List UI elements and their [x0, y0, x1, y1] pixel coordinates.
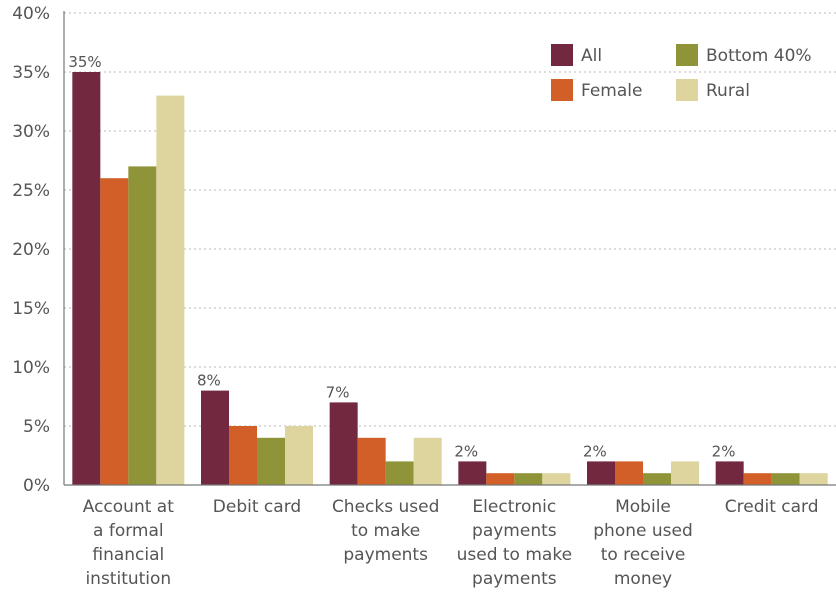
- x-category-label: Mobile phone used to receive money: [593, 497, 693, 589]
- bar: [514, 473, 543, 485]
- data-label: 7%: [326, 383, 350, 401]
- bar: [458, 461, 487, 485]
- bar: [229, 426, 257, 485]
- legend-label: Rural: [706, 81, 750, 101]
- bar: [285, 426, 313, 485]
- x-category-label-line: used to make: [457, 545, 572, 565]
- gridlines: [64, 12, 836, 427]
- y-tick-label: 5%: [23, 417, 50, 437]
- bar: [486, 473, 515, 485]
- legend-swatch: [551, 44, 573, 66]
- y-tick-label: 40%: [12, 4, 50, 24]
- bar: [715, 461, 744, 485]
- y-axis-ticks: 0% 5% 10% 15% 20% 25% 30% 35% 40%: [12, 4, 50, 496]
- bar: [771, 473, 800, 485]
- x-category-label-line: financial: [92, 545, 164, 565]
- bar: [257, 437, 285, 485]
- x-category-label-line: phone used: [593, 521, 693, 541]
- bar: [156, 95, 185, 485]
- x-category-label-line: institution: [85, 569, 171, 589]
- bar: [72, 72, 101, 485]
- legend-swatch: [676, 79, 698, 101]
- x-category-label: Electronic payments used to make payments: [457, 497, 572, 589]
- x-category-label: Checks used to make payments: [332, 497, 439, 565]
- legend: All Female Bottom 40% Rural: [551, 44, 812, 101]
- axes: [63, 11, 836, 486]
- x-axis-categories: Account at a formal financial institution De…: [83, 497, 819, 589]
- bar: [743, 473, 772, 485]
- data-label: 35%: [68, 53, 101, 71]
- x-category-label-line: a formal: [93, 521, 164, 541]
- bar: [615, 461, 643, 485]
- y-tick-label: 0%: [23, 476, 50, 496]
- legend-swatch: [676, 44, 698, 66]
- data-label: 2%: [712, 442, 736, 460]
- bar: [643, 473, 671, 485]
- legend-label: Bottom 40%: [706, 46, 812, 66]
- data-label: 8%: [197, 372, 221, 390]
- legend-label: Female: [581, 81, 642, 101]
- bar: [357, 437, 386, 485]
- legend-swatch: [551, 79, 573, 101]
- x-category-label-line: payments: [472, 521, 557, 541]
- x-category-label: Account at a formal financial institution: [83, 497, 174, 589]
- x-category-label: Debit card: [213, 497, 301, 517]
- x-category-label-line: money: [614, 569, 672, 589]
- bar: [587, 461, 615, 485]
- data-label: 2%: [583, 442, 607, 460]
- bar: [671, 461, 699, 485]
- data-labels: 35% 8% 7% 2% 2% 2%: [68, 53, 735, 460]
- y-tick-label: 10%: [12, 358, 50, 378]
- bar: [413, 437, 442, 485]
- y-tick-label: 35%: [12, 63, 50, 83]
- x-category-label-line: Debit card: [213, 497, 301, 517]
- x-category-label-line: Checks used: [332, 497, 439, 517]
- data-label: 2%: [454, 442, 478, 460]
- bar: [385, 461, 414, 485]
- legend-label: All: [581, 46, 602, 66]
- bar: [128, 166, 157, 485]
- bar: [100, 178, 129, 485]
- bar: [799, 473, 828, 485]
- y-tick-label: 30%: [12, 122, 50, 142]
- x-category-label-line: Electronic: [472, 497, 556, 517]
- y-tick-label: 15%: [12, 299, 50, 319]
- bars: [72, 72, 828, 485]
- y-tick-label: 25%: [12, 181, 50, 201]
- x-category-label-line: to receive: [601, 545, 686, 565]
- y-tick-label: 20%: [12, 240, 50, 260]
- bar: [542, 473, 571, 485]
- bar: [201, 390, 229, 485]
- x-category-label-line: Mobile: [615, 497, 671, 517]
- x-category-label-line: to make: [351, 521, 420, 541]
- x-category-label-line: Account at: [83, 497, 174, 517]
- x-category-label: Credit card: [725, 497, 819, 517]
- x-category-label-line: Credit card: [725, 497, 819, 517]
- bar: [329, 402, 358, 485]
- x-category-label-line: payments: [343, 545, 428, 565]
- x-category-label-line: payments: [472, 569, 557, 589]
